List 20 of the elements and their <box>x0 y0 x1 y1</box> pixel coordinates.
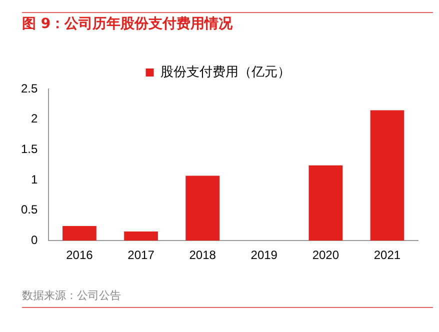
x-tick-label: 2018 <box>189 248 216 262</box>
chart-title: 图 9：公司历年股份支付费用情况 <box>22 12 433 33</box>
x-tick-label: 2019 <box>250 248 278 262</box>
y-tick-label: 2 <box>30 112 38 126</box>
x-tick-label: 2020 <box>312 248 340 262</box>
legend-label: 股份支付费用（亿元） <box>160 64 290 80</box>
x-tick-label: 2016 <box>66 248 94 262</box>
x-tick-label: 2017 <box>128 248 155 262</box>
y-tick-label: 1 <box>30 172 38 186</box>
y-tick-label: 2.5 <box>20 81 38 96</box>
y-tick-label: 0 <box>30 232 38 247</box>
y-tick-label: 0.5 <box>20 202 38 217</box>
y-tick-label: 1.5 <box>20 142 38 156</box>
bar <box>62 226 96 241</box>
bar <box>370 110 404 241</box>
x-tick-label: 2021 <box>374 248 401 262</box>
bar <box>186 176 220 241</box>
bar <box>308 165 343 241</box>
source-note: 数据来源：公司公告 <box>22 288 433 308</box>
bar <box>124 232 158 241</box>
